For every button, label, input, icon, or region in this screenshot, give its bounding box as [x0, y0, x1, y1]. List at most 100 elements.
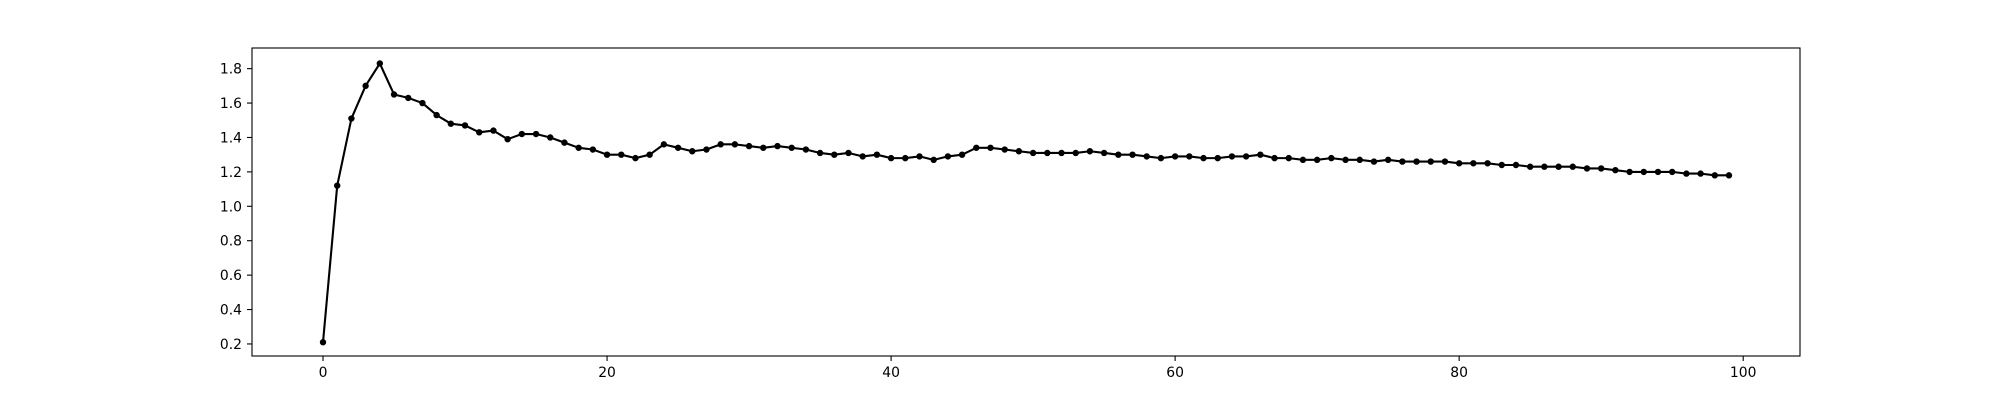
data-point — [1484, 160, 1491, 167]
data-point — [1171, 153, 1179, 160]
data-point — [618, 151, 625, 158]
data-point — [1285, 154, 1292, 162]
data-point — [916, 153, 923, 160]
data-point — [689, 148, 696, 155]
y-tick-label: 0.6 — [220, 268, 242, 284]
data-point — [1313, 156, 1321, 164]
data-point — [547, 134, 554, 141]
data-point — [447, 120, 455, 127]
data-point — [419, 99, 426, 107]
data-point — [1612, 166, 1619, 174]
data-point — [802, 146, 810, 153]
data-point — [1356, 156, 1363, 164]
data-point — [958, 151, 966, 158]
data-point — [1555, 163, 1562, 170]
data-point — [646, 151, 653, 158]
series-layer — [319, 60, 1733, 346]
data-point — [1626, 168, 1633, 176]
data-point — [476, 129, 483, 136]
data-point — [1640, 168, 1647, 176]
data-point — [433, 111, 440, 119]
x-tick-label: 40 — [882, 365, 900, 381]
data-point — [1271, 154, 1278, 162]
data-point — [845, 149, 852, 157]
data-point — [973, 144, 980, 151]
data-point — [319, 339, 327, 346]
data-point — [589, 146, 597, 153]
data-point — [1200, 154, 1207, 162]
data-point — [518, 130, 526, 138]
data-point — [1470, 160, 1477, 167]
data-point — [532, 130, 540, 138]
data-point — [1441, 158, 1449, 165]
data-point — [902, 154, 909, 162]
data-point — [603, 151, 611, 158]
data-point — [831, 151, 838, 158]
data-point — [1242, 153, 1250, 160]
data-point — [731, 141, 739, 148]
data-point — [1427, 158, 1434, 165]
data-point — [461, 122, 469, 129]
data-point — [887, 154, 895, 162]
y-tick-label: 0.2 — [220, 337, 242, 353]
data-point — [774, 142, 781, 150]
data-point — [1157, 154, 1165, 162]
data-point — [1100, 149, 1108, 157]
data-point — [987, 144, 994, 151]
data-point — [1399, 158, 1406, 165]
data-point — [1668, 168, 1676, 176]
x-tick-label: 80 — [1450, 365, 1468, 381]
data-point — [1058, 149, 1065, 157]
data-point — [1498, 161, 1505, 169]
data-point — [1413, 158, 1420, 165]
data-point — [760, 144, 767, 151]
data-point — [1512, 161, 1520, 169]
data-point — [1370, 158, 1378, 165]
data-point — [632, 154, 639, 162]
data-point — [1683, 170, 1690, 177]
data-point — [1569, 163, 1576, 170]
x-tick-label: 20 — [598, 365, 616, 381]
data-point — [362, 82, 369, 90]
data-point — [660, 141, 668, 148]
x-tick-label: 60 — [1166, 365, 1184, 381]
data-point — [788, 144, 795, 151]
x-tick-label: 0 — [319, 365, 328, 381]
data-point — [376, 60, 384, 67]
data-point — [1725, 172, 1733, 179]
y-tick-label: 0.4 — [220, 303, 242, 319]
data-point — [816, 149, 824, 157]
y-tick-label: 1.0 — [220, 199, 242, 215]
data-point — [1086, 148, 1094, 155]
data-point — [490, 127, 497, 134]
x-tick-label: 100 — [1730, 365, 1757, 381]
data-point — [717, 141, 724, 148]
data-point — [1328, 154, 1335, 162]
data-point — [1541, 163, 1548, 170]
data-point — [390, 91, 398, 98]
data-point — [930, 156, 937, 164]
data-point — [1015, 148, 1023, 155]
data-point — [405, 94, 412, 102]
data-point — [703, 146, 710, 153]
data-point — [1257, 151, 1264, 158]
data-point — [1072, 149, 1079, 157]
y-tick-label: 1.6 — [220, 96, 242, 112]
data-point — [1384, 156, 1392, 164]
data-point — [1654, 168, 1662, 176]
data-point — [1214, 154, 1221, 162]
data-point — [745, 142, 753, 150]
data-point — [1597, 165, 1605, 172]
data-point — [504, 135, 511, 143]
data-point — [1342, 156, 1349, 164]
data-point — [859, 153, 866, 160]
data-point — [561, 139, 568, 146]
data-point — [873, 151, 881, 158]
data-point — [1143, 153, 1150, 160]
y-tick-label: 1.2 — [220, 165, 242, 181]
data-point — [1228, 153, 1236, 160]
data-point — [1697, 170, 1704, 177]
data-point — [575, 144, 582, 151]
